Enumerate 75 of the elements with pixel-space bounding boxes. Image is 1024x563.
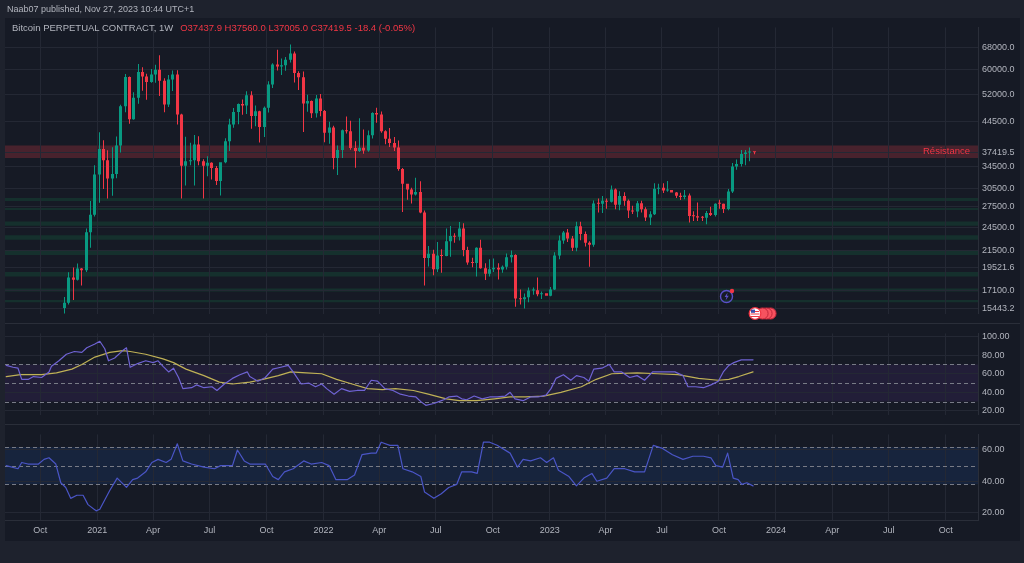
candlestick <box>280 58 283 76</box>
y-tick-label: 17100.0 <box>982 284 1015 295</box>
x-tick-label: Apr <box>598 525 613 536</box>
y-tick-label: 40.00 <box>982 475 1005 486</box>
candlestick <box>488 259 491 277</box>
candlestick <box>666 181 669 192</box>
y-tick-label: 100.00 <box>982 331 1010 342</box>
y-tick-label: 20.00 <box>982 506 1005 517</box>
x-tick-label: Oct <box>485 525 501 536</box>
candlestick <box>111 147 114 196</box>
candlestick <box>328 121 331 144</box>
candlestick <box>532 287 535 295</box>
candlestick <box>718 199 721 209</box>
y-tick-label: 19521.6 <box>982 261 1015 272</box>
candlestick <box>657 183 660 195</box>
x-tick-label: 2023 <box>539 525 560 536</box>
x-tick-label: Jul <box>203 525 216 536</box>
candlestick <box>202 159 205 199</box>
candlestick <box>345 116 348 134</box>
x-tick-label: Oct <box>711 525 727 536</box>
x-tick-label: 2024 <box>765 525 786 536</box>
x-tick-label: Oct <box>259 525 275 536</box>
candlestick <box>545 293 548 296</box>
candlestick <box>141 67 144 91</box>
x-tick-label: Oct <box>938 525 954 536</box>
y-tick-label: 20.00 <box>982 405 1005 416</box>
candlestick <box>497 263 500 280</box>
x-tick-label: Oct <box>33 525 48 536</box>
candlestick <box>440 249 443 273</box>
candlestick <box>189 142 192 166</box>
x-tick-label: Jul <box>883 525 895 536</box>
y-tick-label: 40.00 <box>982 386 1005 397</box>
x-tick-label: Apr <box>372 525 387 536</box>
x-tick-label: 2022 <box>313 525 334 536</box>
y-tick-label: 15443.2 <box>982 302 1015 313</box>
candlestick <box>523 293 526 309</box>
chart-title: Bitcoin PERPETUAL CONTRACT, 1W <box>12 22 174 33</box>
band-label: Résistance <box>923 145 970 157</box>
x-tick-label: Apr <box>146 525 161 536</box>
candlestick <box>631 205 634 214</box>
y-tick-label: 68000.0 <box>982 41 1015 52</box>
y-tick-label: 60.00 <box>982 368 1005 379</box>
candlestick <box>184 136 187 186</box>
y-tick-label: 34500.0 <box>982 161 1015 172</box>
y-tick-label: 52000.0 <box>982 88 1015 99</box>
x-tick-label: Jul <box>429 525 442 536</box>
y-tick-label: 30500.0 <box>982 182 1015 193</box>
candlestick <box>414 177 417 196</box>
y-tick-label: 44500.0 <box>982 116 1015 127</box>
candlestick <box>206 156 209 177</box>
candlestick <box>540 291 543 299</box>
candlestick <box>72 267 75 301</box>
candlestick <box>605 198 608 209</box>
y-tick-label: 37419.5 <box>982 146 1015 157</box>
y-tick-label: 80.00 <box>982 349 1005 360</box>
x-tick-label: Apr <box>825 525 840 536</box>
candlestick <box>354 141 357 168</box>
candlestick <box>453 233 456 243</box>
chart-subtitle: O37437.9 H37560.0 L37005.0 C37419.5 -18.4 (-0.05%) <box>180 22 416 33</box>
candlestick <box>597 198 600 213</box>
y-tick-label: 27500.0 <box>982 201 1015 212</box>
candlestick <box>649 211 652 225</box>
x-tick-label: 2021 <box>87 525 108 536</box>
candlestick <box>588 241 591 267</box>
candlestick <box>362 129 365 154</box>
y-tick-label: 21500.0 <box>982 244 1015 255</box>
candlestick <box>519 289 522 305</box>
text: Naab07 published, Nov 27, 2023 10:44 UTC+1 <box>7 4 195 14</box>
y-tick-label: 60000.0 <box>982 63 1015 74</box>
candlestick <box>696 202 699 222</box>
candlestick <box>241 99 244 115</box>
y-tick-label: 24500.0 <box>982 221 1015 232</box>
candlestick <box>358 118 361 152</box>
x-tick-label: Jul <box>656 525 668 536</box>
y-tick-label: 60.00 <box>982 444 1005 455</box>
